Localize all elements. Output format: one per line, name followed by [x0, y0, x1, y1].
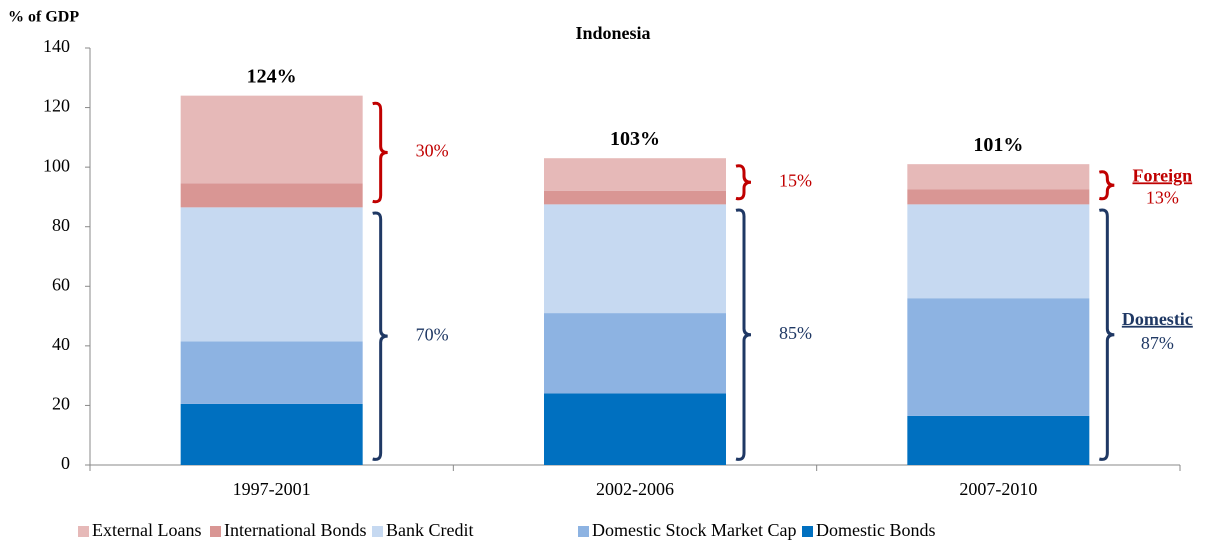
- foreign-share: 15%: [779, 170, 812, 190]
- total-label: 103%: [610, 128, 660, 150]
- legend-label: Domestic Stock Market Cap: [592, 520, 796, 540]
- domestic-share: 87%: [1141, 333, 1174, 353]
- legend-swatch: [802, 526, 813, 537]
- domestic-name: Domestic: [1122, 309, 1193, 329]
- foreign-share: 30%: [416, 141, 449, 161]
- legend-label: External Loans: [92, 520, 201, 540]
- domestic-brace: [1098, 208, 1115, 461]
- bar-segment: [544, 158, 726, 191]
- bar-segment: [907, 298, 1090, 416]
- bar-segment: [907, 204, 1090, 299]
- bar-segment: [907, 189, 1090, 205]
- y-tick-label: 40: [52, 334, 70, 354]
- bar-segment: [544, 204, 726, 314]
- domestic-share: 85%: [779, 323, 812, 343]
- total-label: 101%: [973, 134, 1023, 156]
- foreign-name: Foreign: [1132, 165, 1192, 185]
- x-tick-label: 2002-2006: [596, 479, 674, 499]
- foreign-brace: [735, 164, 752, 201]
- bar-segment: [180, 207, 363, 342]
- y-tick-label: 120: [43, 96, 70, 116]
- bar-segment: [180, 341, 363, 404]
- legend-swatch: [210, 526, 221, 537]
- bar-segment: [180, 403, 363, 465]
- bar-segment: [180, 183, 363, 208]
- y-tick-label: 60: [52, 274, 70, 294]
- domestic-share: 70%: [416, 324, 449, 344]
- legend-label: Domestic Bonds: [816, 520, 936, 540]
- total-label: 124%: [247, 65, 297, 87]
- bar-segment: [544, 393, 726, 465]
- y-tick-label: 0: [61, 453, 70, 473]
- x-tick-label: 1997-2001: [233, 479, 311, 499]
- domestic-brace: [735, 208, 752, 461]
- bar-segment: [907, 164, 1090, 190]
- y-tick-label: 140: [43, 36, 70, 56]
- domestic-brace: [372, 211, 388, 461]
- y-tick-label: 100: [43, 155, 70, 175]
- bar-segment: [544, 190, 726, 205]
- legend-swatch: [78, 526, 89, 537]
- y-tick-label: 20: [52, 394, 70, 414]
- foreign-brace: [1098, 170, 1115, 201]
- chart-title: Indonesia: [575, 23, 650, 43]
- y-tick-label: 80: [52, 215, 70, 235]
- y-axis-title: % of GDP: [8, 9, 79, 26]
- legend-label: International Bonds: [224, 520, 366, 540]
- foreign-share: 13%: [1146, 187, 1179, 207]
- foreign-brace: [372, 101, 388, 204]
- bar-segment: [544, 313, 726, 394]
- legend-swatch: [578, 526, 589, 537]
- legend-swatch: [372, 526, 383, 537]
- bar-segment: [907, 415, 1090, 465]
- bar-segment: [180, 95, 363, 184]
- legend-label: Bank Credit: [386, 520, 474, 540]
- x-tick-label: 2007-2010: [959, 479, 1037, 499]
